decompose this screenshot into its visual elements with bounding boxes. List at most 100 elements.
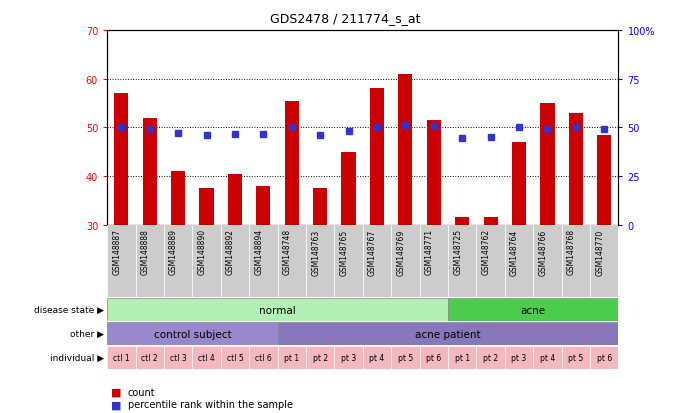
- Bar: [313, 189, 328, 225]
- Text: GSM148764: GSM148764: [510, 229, 519, 275]
- Bar: [107, 323, 278, 345]
- Bar: [419, 347, 448, 369]
- Bar: [448, 225, 476, 297]
- Bar: [455, 218, 469, 225]
- Text: ctl 3: ctl 3: [170, 354, 187, 362]
- Bar: [363, 347, 391, 369]
- Text: GSM148887: GSM148887: [113, 229, 122, 275]
- Text: individual ▶: individual ▶: [50, 354, 104, 362]
- Bar: [533, 225, 562, 297]
- Text: ctl 1: ctl 1: [113, 354, 130, 362]
- Text: pt 1: pt 1: [455, 354, 470, 362]
- Text: ■: ■: [111, 387, 121, 397]
- Bar: [278, 225, 306, 297]
- Bar: [164, 225, 192, 297]
- Bar: [562, 225, 590, 297]
- Bar: [256, 186, 270, 225]
- Text: control subject: control subject: [153, 329, 231, 339]
- Text: GSM148771: GSM148771: [425, 229, 434, 275]
- Bar: [505, 225, 533, 297]
- Text: ctl 6: ctl 6: [255, 354, 272, 362]
- Text: count: count: [128, 387, 155, 397]
- Text: ctl 4: ctl 4: [198, 354, 215, 362]
- Bar: [448, 299, 618, 321]
- Bar: [306, 347, 334, 369]
- Text: GSM148890: GSM148890: [198, 229, 207, 275]
- Bar: [391, 347, 419, 369]
- Bar: [590, 347, 618, 369]
- Text: pt 5: pt 5: [568, 354, 583, 362]
- Bar: [306, 225, 334, 297]
- Bar: [363, 225, 391, 297]
- Bar: [476, 225, 505, 297]
- Text: GSM148768: GSM148768: [567, 229, 576, 275]
- Bar: [200, 189, 214, 225]
- Bar: [476, 347, 505, 369]
- Bar: [334, 225, 363, 297]
- Text: ctl 2: ctl 2: [142, 354, 158, 362]
- Text: pt 4: pt 4: [370, 354, 385, 362]
- Bar: [135, 347, 164, 369]
- Text: GSM148725: GSM148725: [453, 229, 462, 275]
- Bar: [370, 89, 384, 225]
- Text: GSM148763: GSM148763: [311, 229, 320, 275]
- Bar: [419, 225, 448, 297]
- Bar: [249, 347, 278, 369]
- Text: GSM148894: GSM148894: [254, 229, 263, 275]
- Text: acne patient: acne patient: [415, 329, 481, 339]
- Bar: [192, 347, 220, 369]
- Text: pt 2: pt 2: [483, 354, 498, 362]
- Text: pt 4: pt 4: [540, 354, 555, 362]
- Bar: [220, 225, 249, 297]
- Text: ■: ■: [111, 399, 121, 409]
- Text: GSM148765: GSM148765: [339, 229, 348, 275]
- Text: pt 6: pt 6: [596, 354, 612, 362]
- Text: other ▶: other ▶: [70, 330, 104, 338]
- Bar: [391, 225, 419, 297]
- Text: GSM148767: GSM148767: [368, 229, 377, 275]
- Text: GSM148766: GSM148766: [538, 229, 547, 275]
- Text: pt 6: pt 6: [426, 354, 442, 362]
- Bar: [278, 347, 306, 369]
- Bar: [171, 172, 185, 225]
- Bar: [135, 225, 164, 297]
- Text: GSM148892: GSM148892: [226, 229, 235, 275]
- Bar: [533, 347, 562, 369]
- Text: pt 2: pt 2: [312, 354, 328, 362]
- Bar: [484, 218, 498, 225]
- Bar: [505, 347, 533, 369]
- Text: GSM148748: GSM148748: [283, 229, 292, 275]
- Bar: [107, 225, 135, 297]
- Bar: [448, 347, 476, 369]
- Bar: [278, 323, 618, 345]
- Bar: [512, 142, 526, 225]
- Bar: [220, 347, 249, 369]
- Bar: [540, 104, 554, 225]
- Bar: [249, 225, 278, 297]
- Text: GSM148888: GSM148888: [141, 229, 150, 275]
- Bar: [334, 347, 363, 369]
- Bar: [164, 347, 192, 369]
- Bar: [590, 225, 618, 297]
- Bar: [398, 75, 413, 225]
- Bar: [192, 225, 220, 297]
- Text: pt 5: pt 5: [398, 354, 413, 362]
- Text: GDS2478 / 211774_s_at: GDS2478 / 211774_s_at: [270, 12, 421, 25]
- Bar: [142, 118, 157, 225]
- Text: ctl 5: ctl 5: [227, 354, 243, 362]
- Bar: [107, 299, 448, 321]
- Text: pt 1: pt 1: [284, 354, 299, 362]
- Bar: [228, 174, 242, 225]
- Text: GSM148889: GSM148889: [169, 229, 178, 275]
- Text: disease state ▶: disease state ▶: [34, 306, 104, 314]
- Bar: [285, 101, 299, 225]
- Bar: [562, 347, 590, 369]
- Bar: [597, 135, 612, 225]
- Text: normal: normal: [259, 305, 296, 315]
- Bar: [107, 347, 135, 369]
- Text: GSM148769: GSM148769: [397, 229, 406, 275]
- Text: acne: acne: [520, 305, 546, 315]
- Text: GSM148770: GSM148770: [595, 229, 604, 275]
- Bar: [114, 94, 129, 225]
- Text: percentile rank within the sample: percentile rank within the sample: [128, 399, 293, 409]
